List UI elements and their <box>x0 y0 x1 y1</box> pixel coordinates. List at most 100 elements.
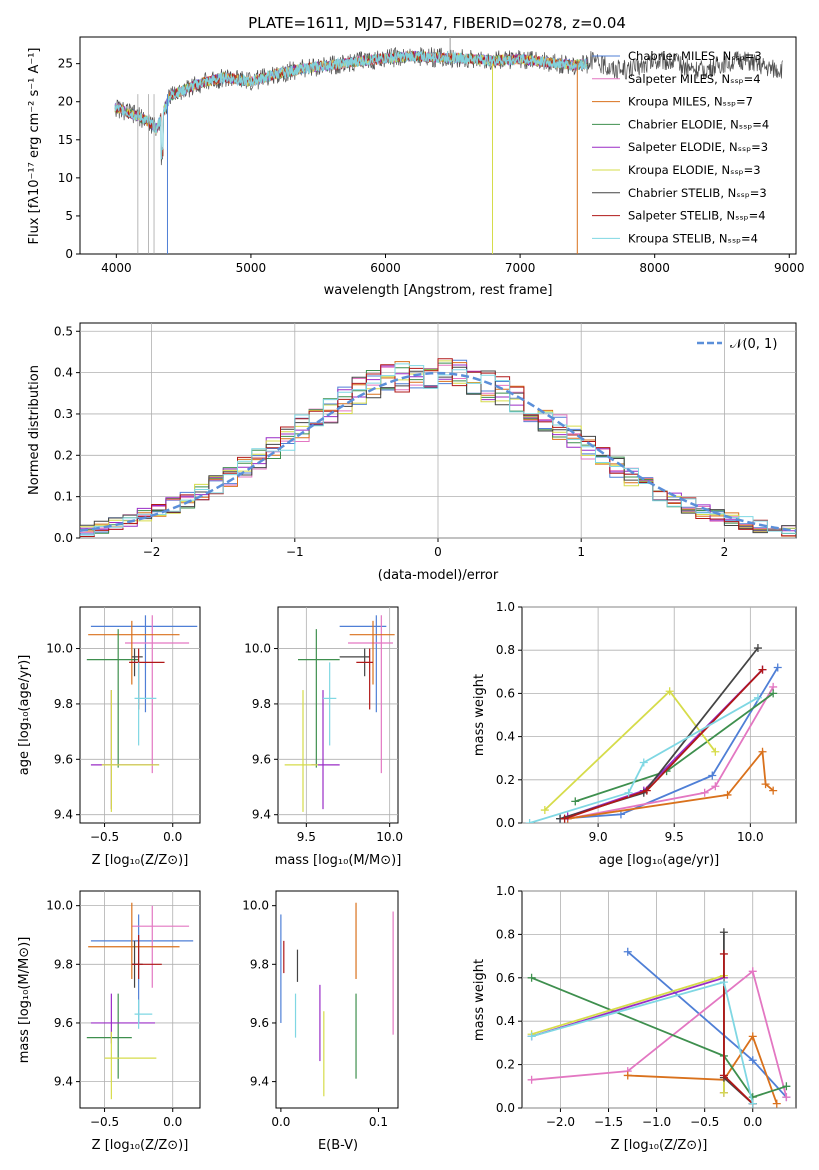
mass-vs-ebv-panel: E(B-V) 0.0 0.1 9.4 9.6 9.8 10.0 <box>242 890 399 1153</box>
weight-point-marker <box>639 758 648 767</box>
y-tick-label: 0.2 <box>54 448 73 462</box>
weight-vs-age-panel: age [log₁₀(age/yr)] mass weight 9.0 9.5 10… <box>472 600 797 868</box>
spectrum-line <box>114 50 588 159</box>
weight-point-marker <box>525 819 534 823</box>
weight-series-line <box>567 749 774 820</box>
legend-label: Kroupa STELIB, Nₛₛₚ=4 <box>628 231 758 245</box>
spectrum-panel: wavelength [Angstrom, rest frame] Flux [… <box>27 36 805 298</box>
x-tick-label: 9.5 <box>665 830 684 844</box>
x-tick-label: 9.0 <box>589 830 608 844</box>
x-tick-label: 0.0 <box>743 1115 762 1129</box>
spectrum-xlabel: wavelength [Angstrom, rest frame] <box>324 283 553 298</box>
weight-point-marker <box>758 747 767 756</box>
residual-histogram-panel: (data-model)/error Normed distribution −… <box>27 322 797 583</box>
age-vs-z-frame <box>79 606 201 824</box>
weight-point-marker <box>769 689 778 698</box>
weight-point-marker <box>527 1032 536 1041</box>
y-tick-label: 9.4 <box>54 808 73 822</box>
y-tick-label: 25 <box>58 57 73 71</box>
x-tick-label: 5000 <box>236 261 267 275</box>
y-tick-label: 0.6 <box>496 686 515 700</box>
y-tick-label: 0.0 <box>54 531 73 545</box>
y-tick-label: 0.2 <box>496 773 515 787</box>
y-tick-label: 9.4 <box>252 808 271 822</box>
mass-vs-metallicity-panel: Z [log₁₀(Z/Z⊙)] mass [log₁₀(M/M⊙)] −0.5 0… <box>17 890 201 1153</box>
y-tick-label: 0.5 <box>54 324 73 338</box>
y-tick-label: 0.0 <box>496 1101 515 1115</box>
age-vs-z-xlabel: Z [log₁₀(Z/Z⊙)] <box>92 853 189 868</box>
weight-point-marker <box>711 782 720 791</box>
age-vs-mass-xlabel: mass [log₁₀(M/M⊙)] <box>275 853 402 868</box>
y-tick-label: 0.4 <box>496 730 515 744</box>
weight-series-line <box>627 951 788 1098</box>
x-tick-label: −0.5 <box>90 830 119 844</box>
weight-point-marker <box>772 1099 781 1108</box>
x-tick-label: −2.0 <box>546 1115 575 1129</box>
x-tick-label: 1 <box>577 545 585 559</box>
spectrum-frame <box>79 36 797 255</box>
x-tick-label: −1 <box>286 545 304 559</box>
x-tick-label: 0.0 <box>271 1115 290 1129</box>
legend-label: Kroupa MILES, Nₛₛₚ=7 <box>628 95 753 109</box>
mass-vs-z-xlabel: Z [log₁₀(Z/Z⊙)] <box>92 1138 189 1153</box>
x-tick-label: 2 <box>721 545 729 559</box>
errorbar-group <box>284 615 395 812</box>
errorbar-group <box>280 902 394 1097</box>
weight-point-marker <box>719 978 728 987</box>
weight-point-marker <box>708 771 717 780</box>
mass-vs-z-frame <box>79 890 201 1109</box>
weight-point-marker <box>761 780 770 789</box>
x-tick-label: 10.0 <box>376 830 403 844</box>
y-tick-label: 0.3 <box>54 407 73 421</box>
weight-lines <box>527 928 791 1108</box>
y-tick-label: 0.4 <box>54 366 73 380</box>
weight-point-marker <box>560 814 569 823</box>
x-tick-label: 0.0 <box>163 830 182 844</box>
y-tick-label: 0.1 <box>54 490 73 504</box>
weight-point-marker <box>623 947 632 956</box>
spectrum-ylabel: Flux [fλ10⁻¹⁷ erg cm⁻² s⁻¹ A⁻¹] <box>27 48 42 245</box>
y-tick-label: 1.0 <box>496 600 515 614</box>
x-tick-label: 0.1 <box>369 1115 388 1129</box>
legend-label: Salpeter ELODIE, Nₛₛₚ=3 <box>628 140 768 154</box>
weight-vs-z-ylabel: mass weight <box>472 959 487 1041</box>
weight-vs-age-frame <box>521 606 797 824</box>
weight-point-marker <box>773 663 782 672</box>
weight-point-marker <box>748 1056 757 1065</box>
weight-point-marker <box>665 687 674 696</box>
y-tick-label: 9.6 <box>54 752 73 766</box>
y-tick-label: 0.0 <box>496 816 515 830</box>
weight-series-line <box>529 696 759 823</box>
x-tick-label: −2 <box>143 545 161 559</box>
weight-point-marker <box>769 786 778 795</box>
y-tick-label: 9.6 <box>54 1016 73 1030</box>
x-tick-label: 10.0 <box>737 830 764 844</box>
weight-vs-age-ylabel: mass weight <box>472 674 487 756</box>
weight-series-line <box>627 1034 778 1105</box>
mass-vs-ebv-xlabel: E(B-V) <box>318 1138 358 1153</box>
y-tick-label: 0 <box>65 247 73 261</box>
weight-point-marker <box>527 1075 536 1084</box>
weight-point-marker <box>700 788 709 797</box>
histogram-lines <box>80 358 796 537</box>
x-tick-label: 4000 <box>101 261 132 275</box>
histogram-series <box>80 358 796 537</box>
y-tick-label: 10.0 <box>46 642 73 656</box>
x-tick-label: 0.0 <box>163 1115 182 1129</box>
legend-label: Salpeter MILES, Nₛₛₚ=4 <box>628 72 761 86</box>
y-tick-label: 9.8 <box>54 957 73 971</box>
weight-series-line <box>531 976 787 1099</box>
weight-point-marker <box>748 1032 757 1041</box>
weight-point-marker <box>571 797 580 806</box>
x-tick-label: −1.0 <box>642 1115 671 1129</box>
x-tick-label: −1.5 <box>594 1115 623 1129</box>
x-tick-label: 9.5 <box>297 830 316 844</box>
weight-point-marker <box>527 973 536 982</box>
x-tick-label: 8000 <box>639 261 670 275</box>
y-tick-label: 9.8 <box>250 957 269 971</box>
y-tick-label: 1.0 <box>496 884 515 898</box>
y-tick-label: 9.4 <box>54 1075 73 1089</box>
x-tick-label: −0.5 <box>90 1115 119 1129</box>
legend-label: Chabrier MILES, Nₛₛₚ=3 <box>628 49 762 63</box>
